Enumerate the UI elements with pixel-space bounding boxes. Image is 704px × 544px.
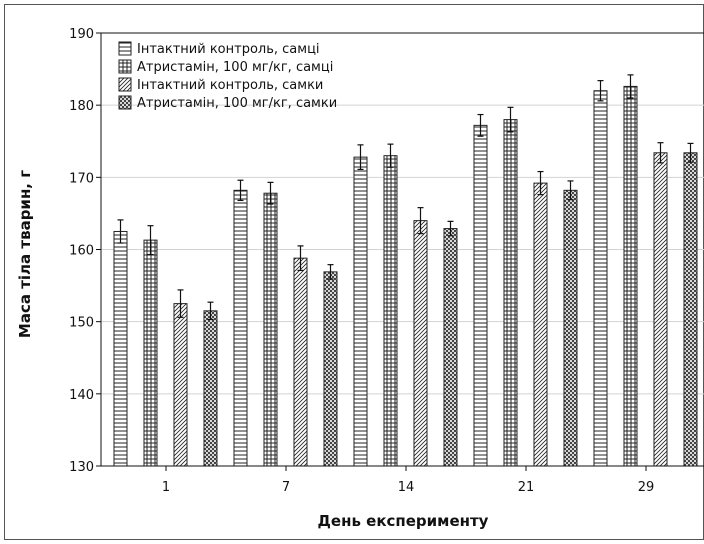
chart-frame: 130 140 150 160 170 180 190 1 7 14 21 29 Інтактний … [4, 4, 704, 540]
bars [113, 74, 698, 467]
error-bar [297, 245, 304, 272]
legend-swatch [118, 77, 132, 92]
bar-3-14 [413, 220, 428, 467]
bar-1-7 [233, 189, 248, 467]
legend-item: Атристамін, 100 мг/кг, самці [118, 59, 333, 75]
error-bar [237, 179, 244, 202]
bar-4-14 [443, 228, 458, 467]
error-bar [117, 219, 124, 244]
y-tick-label: 130 [69, 460, 94, 475]
error-bar [387, 143, 394, 168]
bar-2-14 [383, 155, 398, 467]
bar-1-14 [353, 156, 368, 467]
bar-2-21 [503, 119, 518, 467]
error-bar [327, 264, 334, 280]
error-bar [147, 225, 154, 256]
error-bar [417, 207, 424, 235]
legend-item: Інтактний контроль, самці [118, 41, 320, 57]
bar-2-7 [263, 192, 278, 467]
y-axis-title: Маса тіла тварин, г [16, 170, 34, 338]
x-tick-label: 7 [282, 480, 290, 495]
y-tick-label: 180 [69, 99, 94, 114]
bar-1-1 [113, 230, 128, 467]
legend-item: Інтактний контроль, самки [118, 77, 323, 93]
y-tick-label: 160 [69, 244, 94, 259]
x-tick-label: 1 [162, 480, 170, 495]
bar-3-21 [533, 182, 548, 467]
x-tick-label: 14 [398, 480, 415, 495]
x-axis-title: День експерименту [318, 512, 489, 530]
error-bar [507, 106, 514, 133]
error-bar [357, 144, 364, 170]
error-bar [267, 181, 274, 205]
axes: 130 140 150 160 170 180 190 1 7 14 21 29 [69, 27, 704, 495]
legend-swatch [118, 41, 132, 56]
y-tick-label: 190 [69, 27, 94, 42]
error-bar [597, 80, 604, 102]
legend-item: Атристамін, 100 мг/кг, самки [118, 95, 337, 111]
x-tick-label: 21 [518, 480, 535, 495]
bar-4-21 [563, 189, 578, 467]
bar-1-29 [593, 90, 608, 467]
bar-1-21 [473, 124, 488, 467]
legend-swatch [118, 59, 132, 74]
legend: Інтактний контроль, самці Атристамін, 100… [118, 41, 337, 111]
y-tick-label: 150 [69, 316, 94, 331]
error-bar [537, 170, 544, 196]
x-tick-label: 29 [638, 480, 655, 495]
y-tick-label: 140 [69, 388, 94, 403]
legend-label: Атристамін, 100 мг/кг, самки [137, 96, 337, 111]
bar-3-7 [293, 257, 308, 467]
error-bar [207, 301, 214, 321]
error-bar [177, 289, 184, 318]
error-bar [687, 142, 694, 163]
legend-label: Інтактний контроль, самки [137, 78, 323, 93]
bar-4-1 [203, 310, 218, 467]
legend-swatch [118, 95, 132, 110]
bar-3-29 [653, 152, 668, 467]
bar-2-1 [143, 239, 158, 467]
bar-4-7 [323, 271, 338, 467]
legend-label: Атристамін, 100 мг/кг, самці [137, 60, 333, 75]
error-bar [567, 180, 574, 201]
error-bar [627, 74, 634, 99]
error-bar [657, 142, 664, 164]
bar-4-29 [683, 152, 698, 467]
error-bar [447, 220, 454, 237]
bar-3-1 [173, 303, 188, 467]
bar-chart: 130 140 150 160 170 180 190 1 7 14 21 29 Інтактний … [16, 27, 704, 530]
bar-2-29 [623, 85, 638, 467]
legend-label: Інтактний контроль, самці [137, 42, 320, 57]
y-tick-label: 170 [69, 171, 94, 186]
error-bar [477, 113, 484, 137]
